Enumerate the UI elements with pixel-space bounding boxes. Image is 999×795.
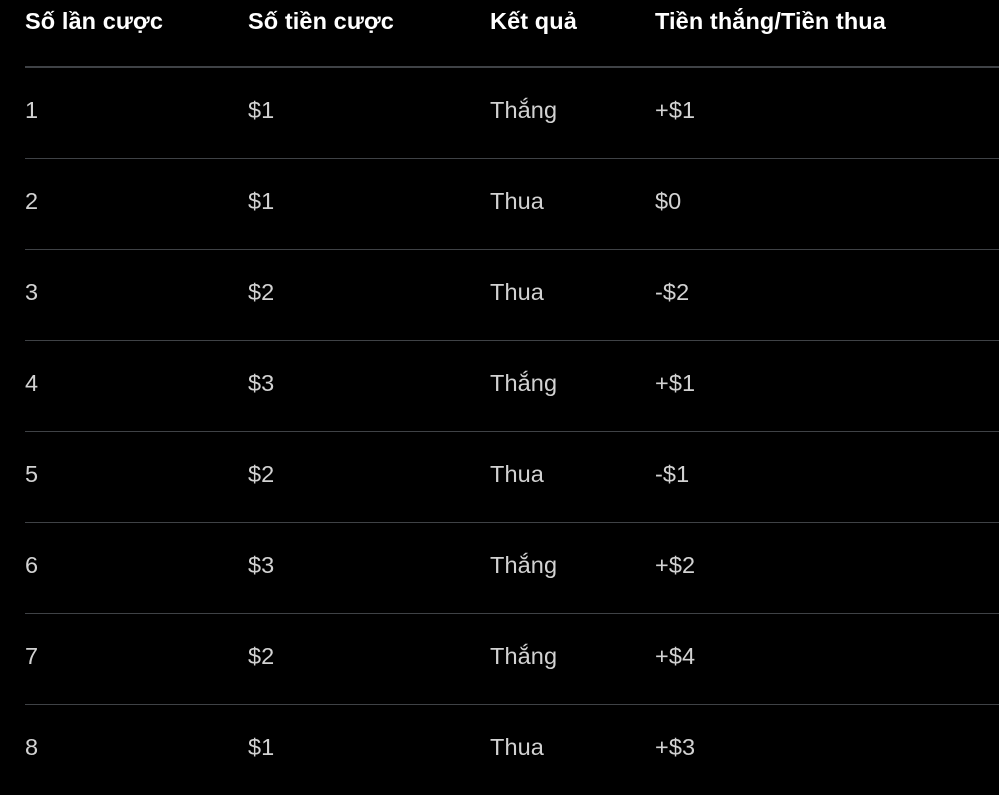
cell-ket-qua: Thắng	[490, 552, 558, 578]
cell-ket-qua: Thua	[490, 188, 544, 214]
table-body: 1 $1 Thắng +$1 2 $1 Thua $0 3 $2 Thua -$…	[0, 67, 999, 795]
table-row: 1 $1 Thắng +$1	[0, 67, 999, 158]
row-separator	[25, 704, 999, 705]
cell-so-tien-cuoc: $2	[248, 279, 275, 305]
cell-so-lan-cuoc: 7	[25, 643, 39, 669]
row-separator	[25, 67, 999, 68]
table-row: 3 $2 Thua -$2	[0, 249, 999, 340]
column-header-so-tien-cuoc: Số tiền cược	[248, 8, 394, 34]
cell-so-tien-cuoc: $3	[248, 370, 275, 396]
row-separator	[25, 249, 999, 250]
cell-so-lan-cuoc: 2	[25, 188, 39, 214]
cell-tien-thang-thua: +$3	[655, 734, 696, 760]
row-separator	[25, 158, 999, 159]
cell-ket-qua: Thua	[490, 461, 544, 487]
cell-tien-thang-thua: +$4	[655, 643, 696, 669]
cell-ket-qua: Thắng	[490, 97, 558, 123]
table-row: 7 $2 Thắng +$4	[0, 613, 999, 704]
row-separator	[25, 522, 999, 523]
row-separator	[25, 431, 999, 432]
table-header-row: Số lần cược Số tiền cược Kết quả Tiền th…	[0, 0, 999, 67]
cell-so-tien-cuoc: $1	[248, 734, 275, 760]
cell-ket-qua: Thua	[490, 734, 544, 760]
cell-tien-thang-thua: $0	[655, 188, 682, 214]
cell-tien-thang-thua: +$2	[655, 552, 696, 578]
cell-tien-thang-thua: +$1	[655, 97, 696, 123]
row-separator	[25, 613, 999, 614]
row-separator	[25, 340, 999, 341]
cell-so-tien-cuoc: $2	[248, 643, 275, 669]
bet-history-table: Số lần cược Số tiền cược Kết quả Tiền th…	[0, 0, 999, 759]
cell-ket-qua: Thắng	[490, 370, 558, 396]
cell-tien-thang-thua: -$2	[655, 279, 690, 305]
cell-so-lan-cuoc: 3	[25, 279, 39, 305]
cell-so-lan-cuoc: 6	[25, 552, 39, 578]
column-header-tien-thang-thua: Tiền thắng/Tiền thua	[655, 8, 886, 34]
cell-tien-thang-thua: -$1	[655, 461, 690, 487]
table-row: 4 $3 Thắng +$1	[0, 340, 999, 431]
cell-so-tien-cuoc: $1	[248, 188, 275, 214]
cell-so-tien-cuoc: $1	[248, 97, 275, 123]
table-row: 5 $2 Thua -$1	[0, 431, 999, 522]
table-row: 2 $1 Thua $0	[0, 158, 999, 249]
cell-so-lan-cuoc: 8	[25, 734, 39, 760]
cell-so-lan-cuoc: 1	[25, 97, 39, 123]
table-row: 8 $1 Thua +$3	[0, 704, 999, 795]
cell-so-lan-cuoc: 4	[25, 370, 39, 396]
cell-ket-qua: Thắng	[490, 643, 558, 669]
column-header-ket-qua: Kết quả	[490, 8, 577, 34]
cell-ket-qua: Thua	[490, 279, 544, 305]
table-row: 6 $3 Thắng +$2	[0, 522, 999, 613]
cell-so-lan-cuoc: 5	[25, 461, 39, 487]
cell-so-tien-cuoc: $2	[248, 461, 275, 487]
header-separator	[25, 66, 999, 67]
cell-so-tien-cuoc: $3	[248, 552, 275, 578]
cell-tien-thang-thua: +$1	[655, 370, 696, 396]
column-header-so-lan-cuoc: Số lần cược	[25, 8, 164, 34]
